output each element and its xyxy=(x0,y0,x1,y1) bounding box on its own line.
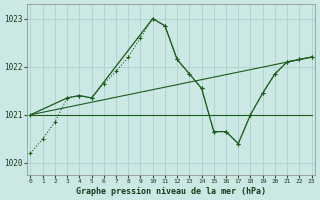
X-axis label: Graphe pression niveau de la mer (hPa): Graphe pression niveau de la mer (hPa) xyxy=(76,187,266,196)
